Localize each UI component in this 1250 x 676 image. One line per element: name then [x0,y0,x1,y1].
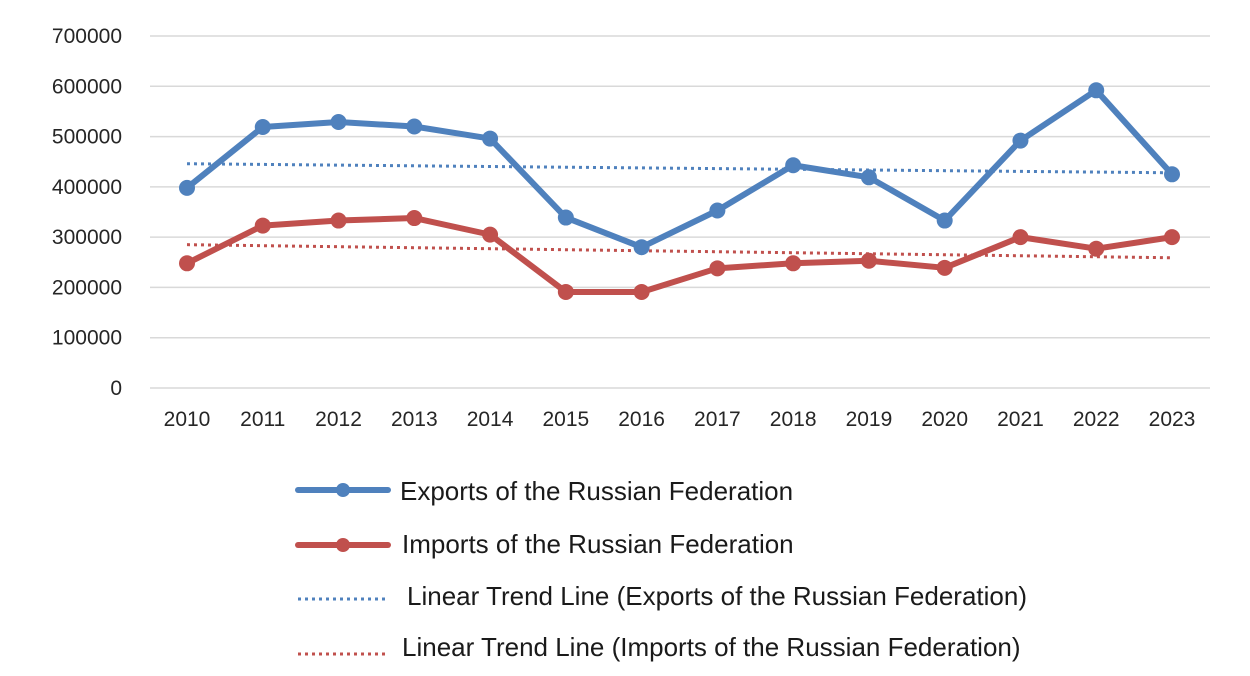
legend-item-exports: Exports of the Russian Federation [295,476,793,506]
point-imports-2010 [179,255,195,272]
point-imports-2019 [860,252,877,269]
x-tick-label-2015: 2015 [542,408,589,431]
x-tick-label-2019: 2019 [846,408,893,431]
x-tick-label-2021: 2021 [997,408,1044,431]
y-tick-label-700000: 700000 [52,25,122,48]
point-imports-2014 [482,226,499,243]
point-imports-2020 [936,259,953,276]
point-imports-2017 [709,260,726,277]
y-tick-label-100000: 100000 [52,327,122,350]
point-exports-2017 [709,202,726,219]
y-tick-label-200000: 200000 [52,276,122,299]
legend-item-trend-exports: Linear Trend Line (Exports of the Russia… [298,581,1027,611]
point-exports-2020 [936,212,953,229]
trend-line-exports [186,162,1173,175]
x-tick-label-2012: 2012 [315,408,362,431]
legend-label-trend-imports: Linear Trend Line (Imports of the Russia… [402,632,1021,662]
legend-item-imports: Imports of the Russian Federation [295,529,794,559]
point-exports-2018 [785,157,802,174]
point-imports-2011 [254,217,271,234]
legend-marker-exports [336,483,350,497]
point-imports-2021 [1012,229,1029,246]
y-tick-label-300000: 300000 [52,226,122,249]
legend-label-imports: Imports of the Russian Federation [402,529,794,559]
point-exports-2015 [557,209,574,226]
point-exports-2016 [633,239,650,256]
series-line-exports [184,87,1175,251]
y-tick-label-400000: 400000 [52,176,122,199]
legend: Exports of the Russian Federation Import… [295,476,1027,662]
x-tick-label-2016: 2016 [618,408,665,431]
x-tick-label-2022: 2022 [1073,408,1120,431]
point-imports-2022 [1088,240,1105,257]
legend-marker-imports [336,538,350,552]
x-tick-label-2018: 2018 [770,408,817,431]
y-axis-tick-labels: 0 100000 200000 300000 400000 500000 600000 700… [52,25,122,400]
data-series [179,82,1180,300]
x-tick-label-2010: 2010 [164,408,211,431]
legend-item-trend-imports: Linear Trend Line (Imports of the Russia… [298,632,1021,662]
trend-lines [186,162,1173,260]
x-tick-label-2011: 2011 [240,408,285,431]
point-exports-2019 [860,169,877,186]
point-exports-2022 [1088,82,1105,99]
point-exports-2011 [254,119,271,136]
point-exports-2021 [1012,132,1029,149]
point-exports-2012 [330,113,347,130]
x-tick-label-2014: 2014 [467,408,514,431]
y-tick-label-600000: 600000 [52,75,122,98]
legend-label-exports: Exports of the Russian Federation [400,476,793,506]
point-imports-2012 [330,212,347,229]
point-imports-2023 [1164,229,1180,246]
point-imports-2018 [785,255,802,272]
gridlines [150,35,1210,389]
legend-label-trend-exports: Linear Trend Line (Exports of the Russia… [407,581,1027,611]
point-imports-2016 [633,283,650,300]
point-exports-2014 [482,130,499,147]
x-tick-label-2013: 2013 [391,408,438,431]
trend-line-imports [186,243,1173,260]
x-tick-label-2020: 2020 [921,408,968,431]
x-axis-tick-labels: 2010 2011 2012 2013 2014 2015 2016 2017 2018 2019… [164,408,1196,431]
point-exports-2010 [179,179,195,196]
point-imports-2015 [557,283,574,300]
x-tick-label-2023: 2023 [1149,408,1196,431]
series-line-imports [184,215,1175,295]
point-exports-2023 [1164,166,1180,183]
y-tick-label-0: 0 [110,377,122,400]
point-exports-2013 [406,118,423,135]
x-tick-label-2017: 2017 [694,408,741,431]
point-imports-2013 [406,210,423,227]
y-tick-label-500000: 500000 [52,126,122,149]
